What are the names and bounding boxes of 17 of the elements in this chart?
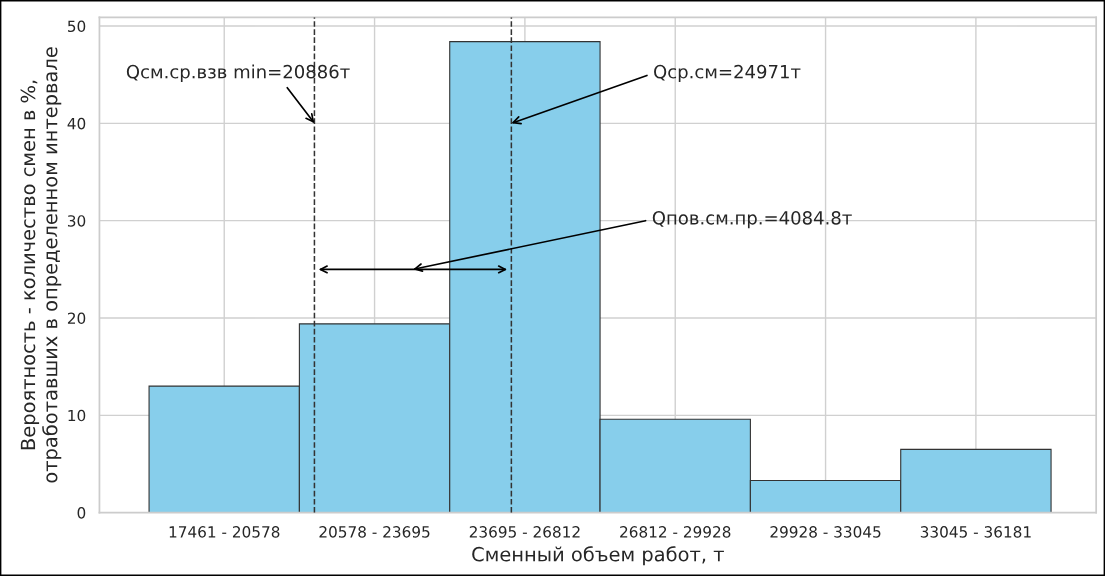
x-tick-label: 26812 - 29928 (620, 526, 731, 538)
x-tick-label: 20578 - 23695 (319, 526, 430, 538)
x-tick-label: 33045 - 36181 (920, 526, 1031, 538)
x-axis-title: Сменный объем работ, т (472, 546, 724, 566)
y-tick-label: 50 (67, 20, 86, 33)
x-tick-label: 29928 - 33045 (770, 526, 881, 538)
annotation: Qпов.см.пр.=4084.8т (652, 211, 852, 229)
y-tick-label: 0 (77, 507, 86, 519)
y-tick-label: 40 (67, 117, 86, 130)
ref-line-label: Qср.см=24971т (654, 64, 801, 83)
y-tick-label: 10 (68, 409, 86, 422)
ref-line-label: Qсм.ср.взв min=20886т (126, 64, 350, 83)
y-tick-label: 30 (67, 215, 86, 227)
x-tick-label: 23695 - 26812 (469, 526, 580, 538)
y-axis-title: Вероятность - количество смен в %, отработавших в определенном интервале (20, 47, 62, 483)
x-tick-label: 17461 - 20578 (169, 526, 280, 538)
y-tick-label: 20 (67, 312, 86, 325)
